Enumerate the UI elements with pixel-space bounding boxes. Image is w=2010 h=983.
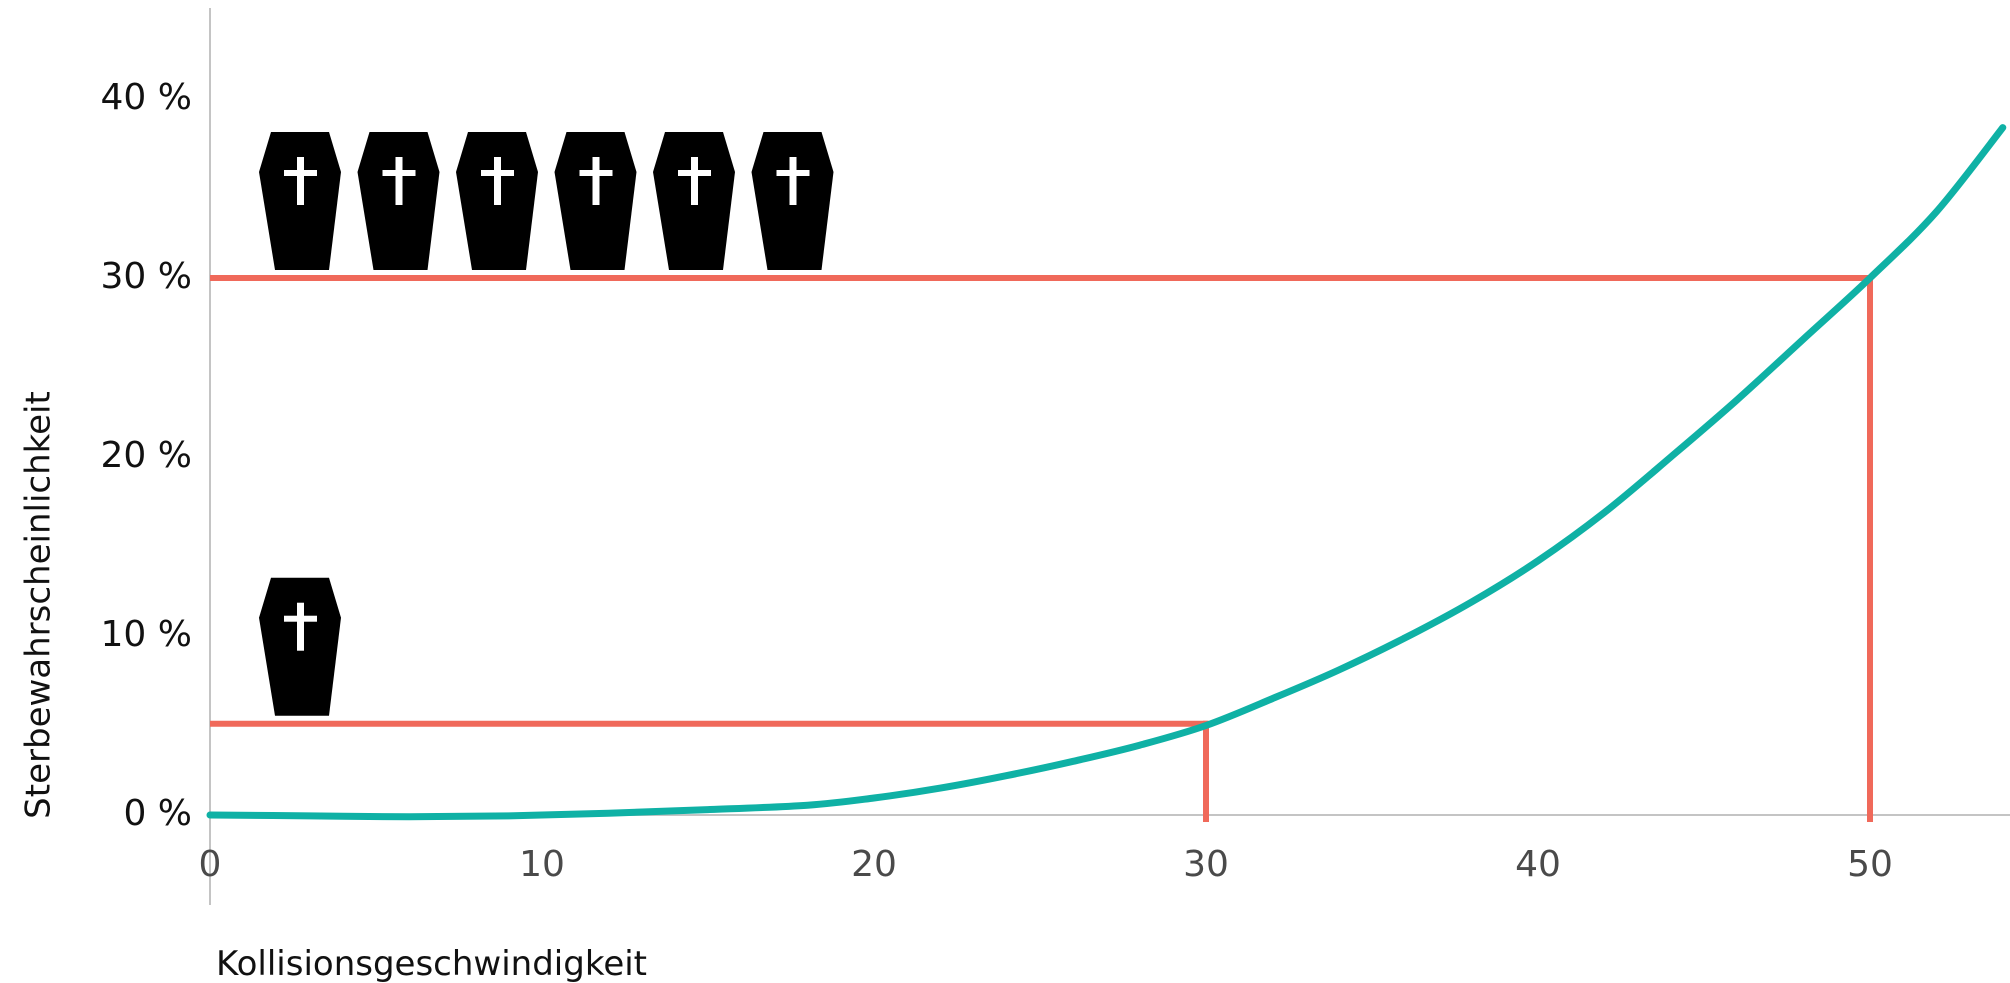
y-tick-label: 20 % [101, 435, 192, 476]
coffin-icon [259, 577, 341, 716]
coffin-icon [751, 132, 834, 270]
y-tick-label: 40 % [101, 77, 192, 118]
coffin-icon [259, 132, 341, 270]
series-line [206, 124, 2007, 821]
y-tick-label: 0 % [123, 793, 192, 834]
y-tick-labels: 0 % 10 % 20 % 30 % 40 % [101, 77, 192, 834]
y-axis-label: Sterbewahrscheinlichkeit [19, 391, 59, 819]
coffin-icon [653, 132, 735, 270]
y-tick-label: 10 % [101, 614, 192, 655]
x-tick-labels: 0 10 20 30 40 50 [199, 844, 1893, 885]
coffin-icon [554, 132, 637, 270]
x-tick-label: 40 [1515, 844, 1561, 885]
coffin-icon [456, 132, 538, 270]
x-axis-label: Kollisionsgeschwindigkeit [216, 944, 647, 983]
reference-lines [210, 275, 1873, 822]
x-tick-label: 20 [851, 844, 897, 885]
x-tick-label: 10 [519, 844, 565, 885]
x-tick-label: 30 [1183, 844, 1229, 885]
x-tick-label: 50 [1847, 844, 1893, 885]
pictograms [259, 132, 834, 716]
x-tick-label: 0 [199, 844, 222, 885]
y-tick-label: 30 % [101, 256, 192, 297]
coffin-icon [357, 132, 440, 270]
series-layer [206, 124, 2007, 821]
